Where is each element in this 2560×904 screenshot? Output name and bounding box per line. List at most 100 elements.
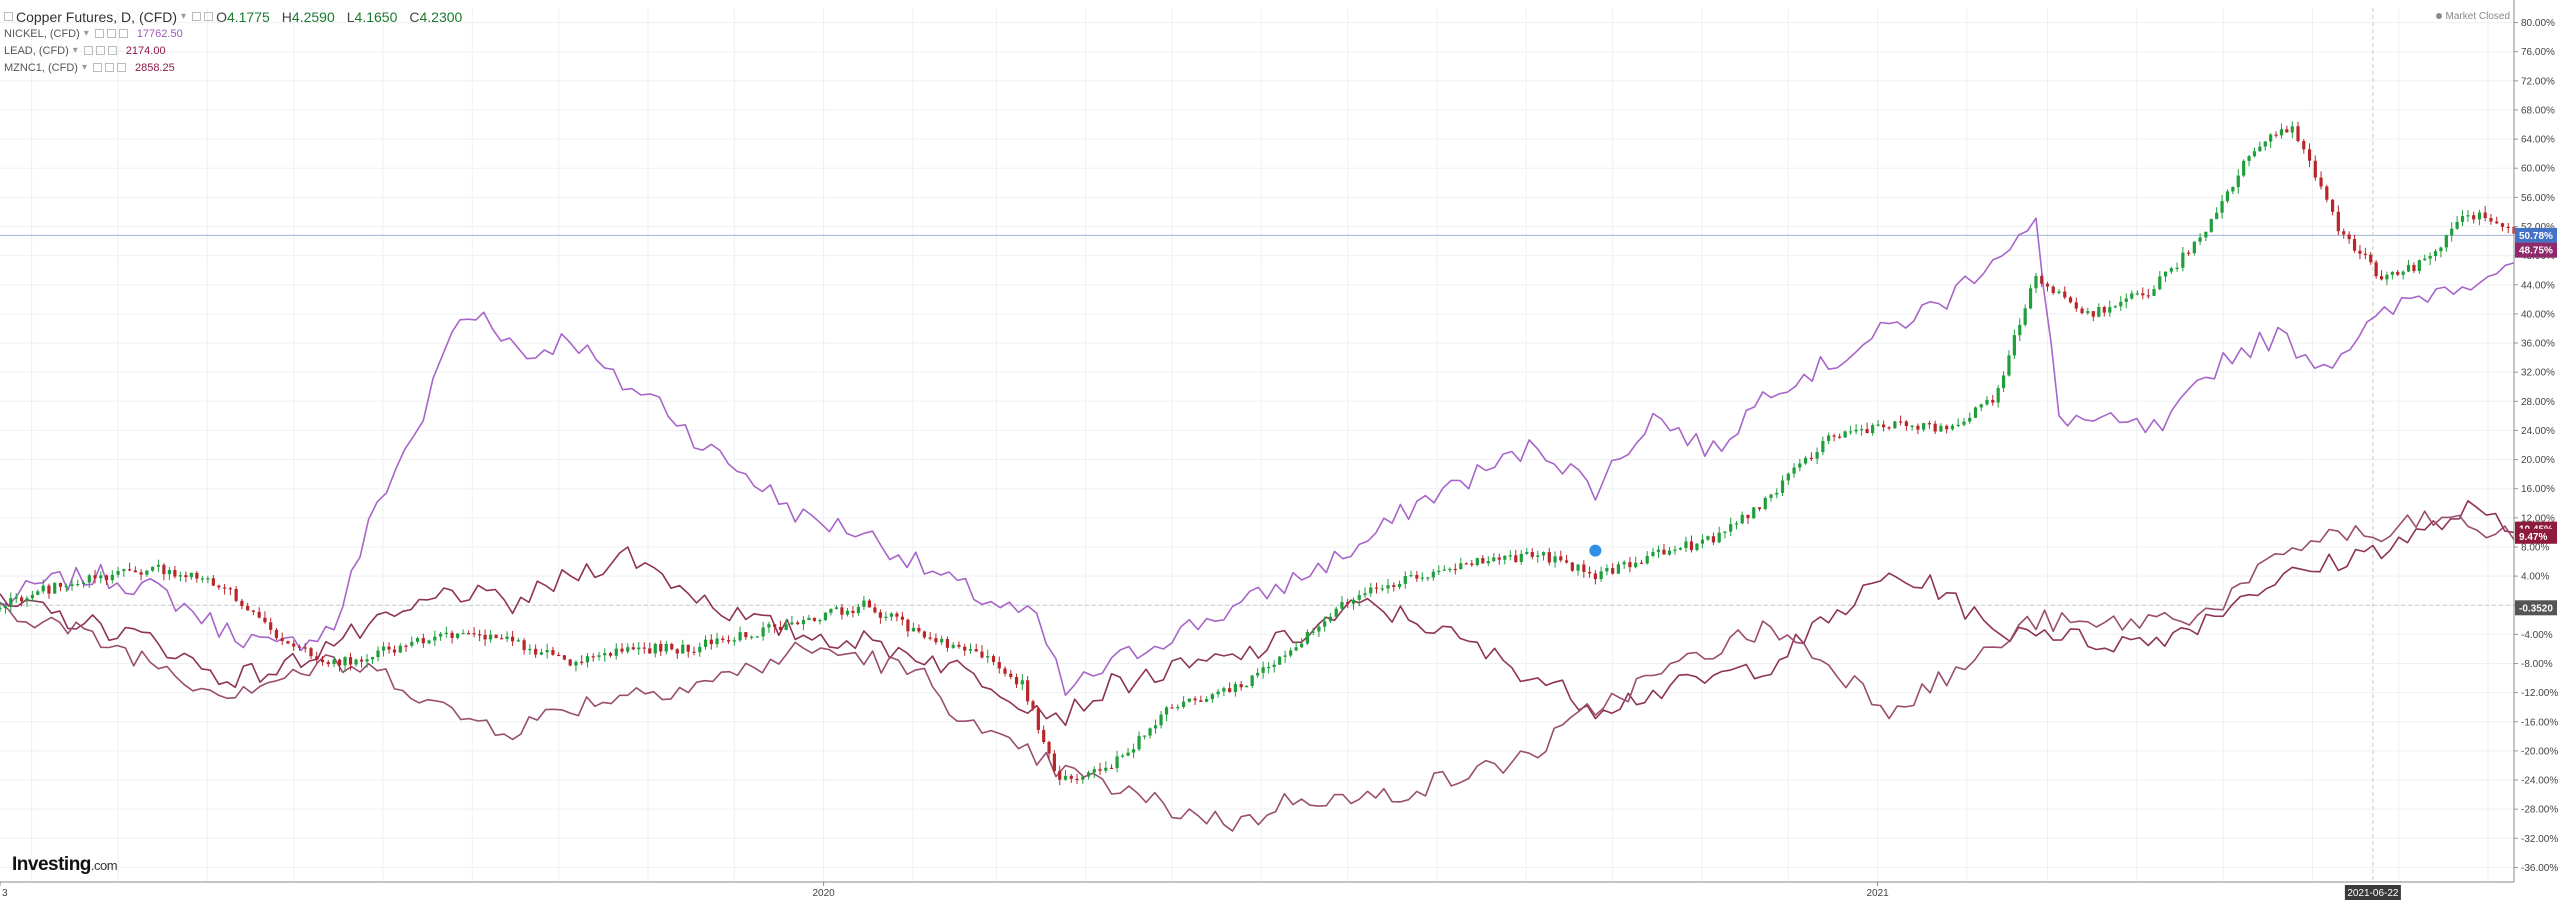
candle-body <box>456 633 460 638</box>
settings-icon[interactable] <box>106 29 116 38</box>
event-marker-icon <box>1589 544 1602 557</box>
visibility-icon[interactable] <box>192 12 202 21</box>
candle-body <box>1611 568 1615 574</box>
candle-body <box>1261 667 1265 673</box>
close-icon[interactable] <box>118 29 128 38</box>
candle-body <box>1570 562 1574 571</box>
candle-body <box>410 641 414 646</box>
candle-body <box>873 607 877 613</box>
candle-body <box>1464 563 1468 565</box>
candle-body <box>398 645 402 653</box>
chevron-down-icon[interactable]: ▾ <box>181 11 187 22</box>
price-label: 9.47% <box>2519 532 2547 543</box>
candle-body <box>721 638 725 641</box>
chevron-down-icon[interactable]: ▾ <box>72 45 78 56</box>
candle-body <box>494 634 498 639</box>
candle-body <box>818 620 822 622</box>
collapse-icon[interactable] <box>4 12 13 21</box>
candle-body <box>36 591 40 595</box>
candle-body <box>292 643 296 647</box>
legend-overlay-nickel[interactable]: NICKEL, (CFD) ▾ 17762.50 <box>4 25 474 42</box>
candle-body <box>750 636 754 638</box>
candle-body <box>1233 684 1238 692</box>
candle-body <box>1153 725 1158 729</box>
chevron-down-icon[interactable]: ▾ <box>81 62 87 73</box>
candle-body <box>309 648 313 657</box>
legend-overlay-zinc[interactable]: MZNC1, (CFD) ▾ 2858.25 <box>4 59 474 76</box>
candle-body <box>76 583 80 586</box>
candle-body <box>2074 302 2078 309</box>
candle-body <box>19 597 24 602</box>
candle-body <box>545 650 549 653</box>
candle-body <box>1871 425 1875 434</box>
candle-body <box>1559 556 1563 561</box>
candle-body <box>116 571 120 575</box>
legend-overlay-name: MZNC1, (CFD) <box>4 61 78 74</box>
candle-body <box>597 655 601 657</box>
candle-body <box>1854 429 1858 432</box>
candle-body <box>963 646 967 651</box>
candle-body <box>1448 568 1452 571</box>
candle-body <box>664 643 668 652</box>
candle-body <box>365 659 369 662</box>
settings-icon[interactable] <box>204 12 214 21</box>
candle-body <box>1734 523 1739 525</box>
candle-body <box>744 632 748 638</box>
candle-body <box>1442 569 1446 571</box>
price-label-bg <box>2515 600 2557 616</box>
candle-body <box>2472 215 2476 220</box>
candle-body <box>1374 587 1379 589</box>
settings-icon[interactable] <box>95 46 105 55</box>
price-label-bg <box>2515 227 2557 243</box>
visibility-icon[interactable] <box>94 29 104 38</box>
candle-body <box>928 637 932 639</box>
legend-overlay-lead[interactable]: LEAD, (CFD) ▾ 2174.00 <box>4 42 474 59</box>
candle-body <box>1689 541 1694 551</box>
y-tick-label: -20.00% <box>2521 746 2558 757</box>
date-marker-label: 2021-06-22 <box>2347 888 2399 899</box>
candle-body <box>829 608 833 613</box>
candle-body <box>2274 134 2278 136</box>
candle-body <box>1887 427 1891 429</box>
candle-body <box>2385 274 2389 280</box>
candle-body <box>856 606 861 613</box>
candle-body <box>162 564 166 575</box>
candle-body <box>686 644 690 652</box>
candle-body <box>889 613 894 617</box>
candle-body <box>1815 452 1819 459</box>
legend-main[interactable]: Copper Futures, D, (CFD) ▾ O4.1775 H4.25… <box>4 8 474 25</box>
candle-body <box>450 632 454 638</box>
candle-body <box>173 569 177 577</box>
candle-body <box>2152 289 2156 296</box>
candle-body <box>200 578 204 580</box>
settings-icon[interactable] <box>104 63 114 72</box>
chevron-down-icon[interactable]: ▾ <box>83 28 89 39</box>
candle-body <box>337 659 342 666</box>
candle-body <box>1582 564 1586 572</box>
candle-body <box>659 643 663 652</box>
price-label-bg <box>2515 242 2557 258</box>
candle-body <box>1294 647 1298 651</box>
candle-body <box>93 575 97 579</box>
candle-body <box>1075 778 1079 781</box>
candle-body <box>1798 463 1802 468</box>
candle-body <box>2396 271 2400 275</box>
candle-body <box>2406 264 2411 272</box>
visibility-icon[interactable] <box>92 63 102 72</box>
candle-body <box>653 643 657 654</box>
candle-body <box>3 605 7 609</box>
candle-body <box>1346 602 1350 604</box>
candle-body <box>1137 736 1141 750</box>
y-tick-label: -28.00% <box>2521 805 2558 816</box>
candle-body <box>2080 308 2084 314</box>
candle-body <box>251 610 256 612</box>
candle-body <box>1300 643 1304 648</box>
candle-body <box>2302 141 2306 150</box>
close-icon[interactable] <box>107 46 117 55</box>
close-icon[interactable] <box>116 63 126 72</box>
candle-body <box>438 633 443 637</box>
candle-body <box>1031 701 1035 709</box>
y-tick-label: -4.00% <box>2521 630 2553 641</box>
visibility-icon[interactable] <box>83 46 93 55</box>
